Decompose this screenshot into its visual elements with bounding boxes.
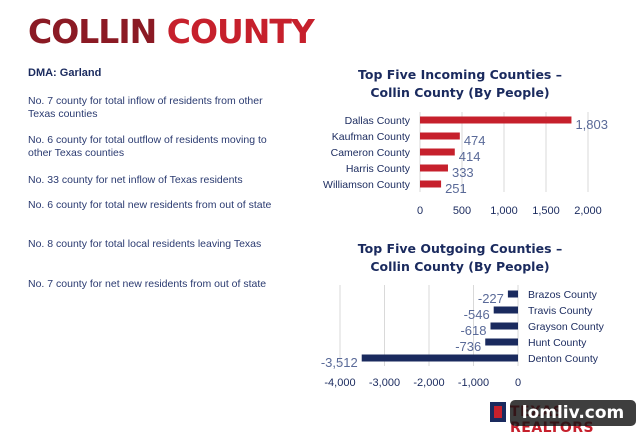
x-tick-label: 1,500	[532, 205, 560, 217]
x-tick-label: 500	[453, 205, 471, 217]
data-label: -3,512	[321, 355, 358, 370]
category-label: Dallas County	[345, 115, 411, 127]
incoming-chart-title-line2: Collin County (By People)	[370, 85, 550, 100]
outgoing-chart-title-line1: Top Five Outgoing Counties –	[357, 241, 563, 256]
data-label: -736	[455, 339, 481, 354]
page-title: COLLIN COUNTY	[28, 10, 315, 54]
incoming-chart-title: Top Five Incoming Counties – Collin Coun…	[330, 66, 590, 102]
incoming-chart-title-line1: Top Five Incoming Counties –	[358, 67, 562, 82]
bar	[485, 338, 518, 346]
stat-item: No. 7 county for net new residents from …	[28, 278, 267, 290]
dma-label: DMA: Garland	[28, 67, 102, 79]
data-label: -546	[464, 307, 490, 322]
stat-item: No. 6 county for total outflow of reside…	[28, 134, 267, 159]
x-tick-label: -1,000	[458, 377, 489, 389]
x-tick-label: 2,000	[574, 205, 602, 217]
outgoing-chart-title-line2: Collin County (By People)	[370, 259, 550, 274]
title-word-collin: COLLIN	[28, 12, 157, 51]
category-label: Cameron County	[331, 147, 411, 159]
data-label: 474	[464, 133, 486, 148]
bar	[420, 148, 455, 156]
data-label: -227	[478, 291, 504, 306]
x-tick-label: -4,000	[324, 377, 355, 389]
texas-flag-icon	[490, 402, 506, 422]
x-tick-label: 0	[417, 205, 423, 217]
category-label: Kaufman County	[332, 131, 411, 143]
stat-item: No. 6 county for total new residents fro…	[28, 199, 272, 211]
title-word-county: COUNTY	[166, 12, 315, 51]
x-tick-label: -2,000	[413, 377, 444, 389]
category-label: Brazos County	[528, 289, 598, 301]
data-label: 251	[445, 181, 467, 196]
category-label: Williamson County	[323, 179, 411, 191]
data-label: 1,803	[575, 117, 608, 132]
x-tick-label: -3,000	[369, 377, 400, 389]
stat-item: No. 8 county for total local residents l…	[28, 238, 262, 250]
category-label: Hunt County	[528, 337, 587, 349]
bar	[361, 354, 518, 362]
bar	[490, 322, 518, 330]
bar	[493, 306, 518, 314]
bar	[420, 116, 572, 124]
data-label: 333	[452, 165, 474, 180]
stat-item: No. 33 county for net inflow of Texas re…	[28, 174, 243, 186]
x-tick-label: 0	[515, 377, 521, 389]
bar	[420, 132, 460, 140]
bar	[420, 180, 442, 188]
stat-item: No. 7 county for total inflow of residen…	[28, 95, 263, 120]
watermark: lomliv.com	[510, 400, 636, 426]
outgoing-chart-title: Top Five Outgoing Counties – Collin Coun…	[330, 240, 590, 276]
bar	[507, 290, 518, 298]
category-label: Denton County	[528, 353, 599, 365]
category-label: Travis County	[528, 305, 593, 317]
category-label: Grayson County	[528, 321, 605, 333]
data-label: 414	[459, 149, 481, 164]
bar	[420, 164, 448, 172]
data-label: -618	[460, 323, 486, 338]
x-tick-label: 1,000	[490, 205, 518, 217]
category-label: Harris County	[346, 163, 411, 175]
